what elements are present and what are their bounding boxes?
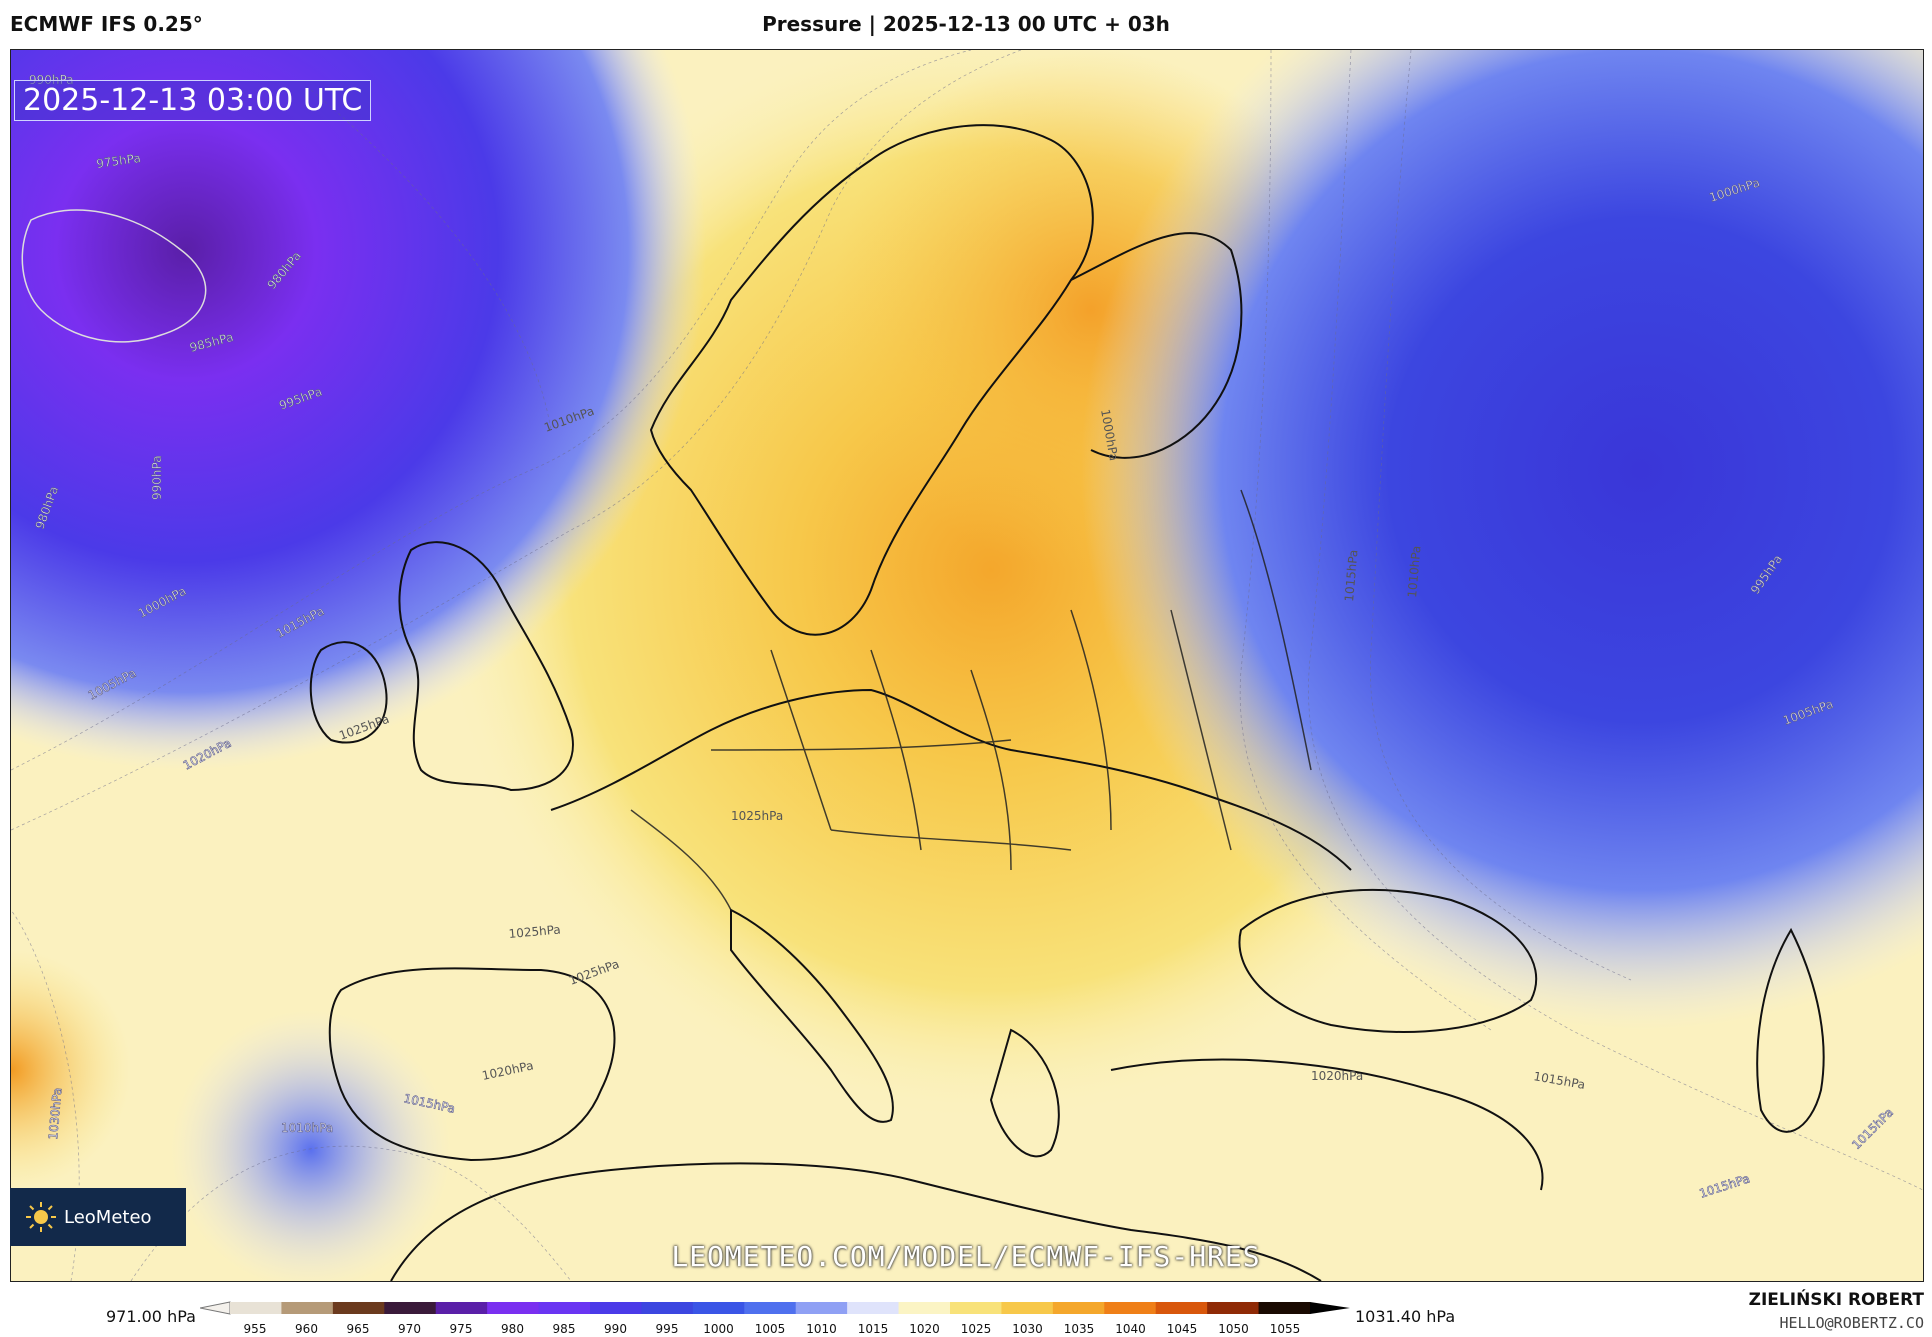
colorbar-segment — [487, 1302, 540, 1314]
colorbar-segment — [230, 1302, 282, 1314]
author-name: ZIELIŃSKI ROBERT — [1748, 1290, 1924, 1310]
contour-label: 1030hPa — [46, 1087, 64, 1140]
colorbar-tick-label: 1005 — [754, 1322, 786, 1336]
colorbar-segment — [641, 1302, 694, 1314]
colorbar-tick-label: 1010 — [806, 1322, 837, 1336]
colorbar-tick-label: 970 — [398, 1322, 421, 1336]
colorbar-tick-label: 985 — [552, 1322, 576, 1336]
contour-label: 1020hPa — [1311, 1069, 1363, 1083]
colorbar-segment — [1207, 1302, 1260, 1314]
colorbar-tick-label: 1020 — [909, 1322, 940, 1336]
colorbar-tick-label: 1035 — [1063, 1322, 1095, 1336]
colorbar-tick-label: 980 — [501, 1322, 524, 1336]
author-email: HELLO@ROBERTZ.CO — [1779, 1314, 1925, 1332]
colorbar-segment — [332, 1302, 385, 1314]
model-name: ECMWF IFS 0.25° — [10, 12, 203, 36]
colorbar-segment — [590, 1302, 642, 1314]
sun-icon — [26, 1202, 56, 1232]
colorbar-tick-label: 965 — [346, 1322, 370, 1336]
colorbar-tick-label: 1040 — [1115, 1322, 1146, 1336]
colorbar-segment — [1258, 1302, 1311, 1314]
contour-label: 990hPa — [150, 455, 164, 500]
colorbar-min-arrow — [200, 1301, 231, 1315]
colorbar — [200, 1301, 1350, 1315]
watermark-url: LEOMETEO.COM/MODEL/ECMWF-IFS-HRES — [671, 1240, 1261, 1273]
colorbar-segment — [1052, 1302, 1105, 1314]
colorbar-tick-label: 975 — [449, 1322, 473, 1336]
colorbar-segment — [384, 1302, 437, 1314]
colorbar-tick-label: 1055 — [1269, 1322, 1301, 1336]
contour-label: 975hPa — [95, 151, 141, 171]
colorbar-tick-label: 1030 — [1012, 1322, 1043, 1336]
contour-label: 1025hPa — [731, 809, 783, 823]
colorbar-tick-label: 955 — [243, 1322, 267, 1336]
map-canvas: 990hPa 975hPa 980hPa 985hPa 995hPa 990hP… — [11, 50, 1923, 1281]
colorbar-tick-label: 1045 — [1166, 1322, 1198, 1336]
colorbar-max-label: 1031.40 hPa — [1355, 1307, 1456, 1326]
coastlines — [21, 124, 1825, 1281]
colorbar-segment — [1155, 1302, 1208, 1314]
colorbar-segment — [744, 1302, 797, 1314]
colorbar-min-label: 971.00 hPa — [106, 1307, 196, 1326]
logo-text: LeoMeteo — [64, 1206, 152, 1228]
colorbar-tick-label: 990 — [604, 1322, 627, 1336]
contour-label: 1025hPa — [508, 922, 561, 940]
colorbar-tick-label: 960 — [295, 1322, 318, 1336]
contour-label: 1015hPa — [1342, 549, 1360, 602]
colorbar-tick-label: 1015 — [857, 1322, 889, 1336]
colorbar-segment — [847, 1302, 900, 1314]
colorbar-segment — [898, 1302, 951, 1314]
chart-title: Pressure | 2025-12-13 00 UTC + 03h — [762, 12, 1170, 36]
colorbar-segment — [950, 1302, 1002, 1314]
brand-logo: LeoMeteo — [10, 1188, 186, 1246]
colorbar-segment — [1001, 1302, 1054, 1314]
colorbar-tick-label: 1050 — [1218, 1322, 1249, 1336]
colorbar-segment — [281, 1302, 334, 1314]
pressure-map: 990hPa 975hPa 980hPa 985hPa 995hPa 990hP… — [10, 49, 1924, 1282]
colorbar-segment — [435, 1302, 488, 1314]
country-borders — [630, 489, 1312, 911]
colorbar-tick-label: 995 — [655, 1322, 679, 1336]
colorbar-segment — [795, 1302, 848, 1314]
colorbar-tick-label: 1025 — [960, 1322, 992, 1336]
contour-label: 1010hPa — [281, 1121, 333, 1135]
colorbar-tick-label: 1000 — [703, 1322, 734, 1336]
colorbar-segment — [692, 1302, 745, 1314]
forecast-timestamp: 2025-12-13 03:00 UTC — [14, 80, 372, 121]
isobar-lines — [11, 50, 1923, 1281]
colorbar-max-arrow — [1310, 1302, 1350, 1314]
colorbar-segment — [538, 1302, 591, 1314]
contour-label: 1010hPa — [1405, 545, 1423, 598]
colorbar-segment — [1104, 1302, 1157, 1314]
